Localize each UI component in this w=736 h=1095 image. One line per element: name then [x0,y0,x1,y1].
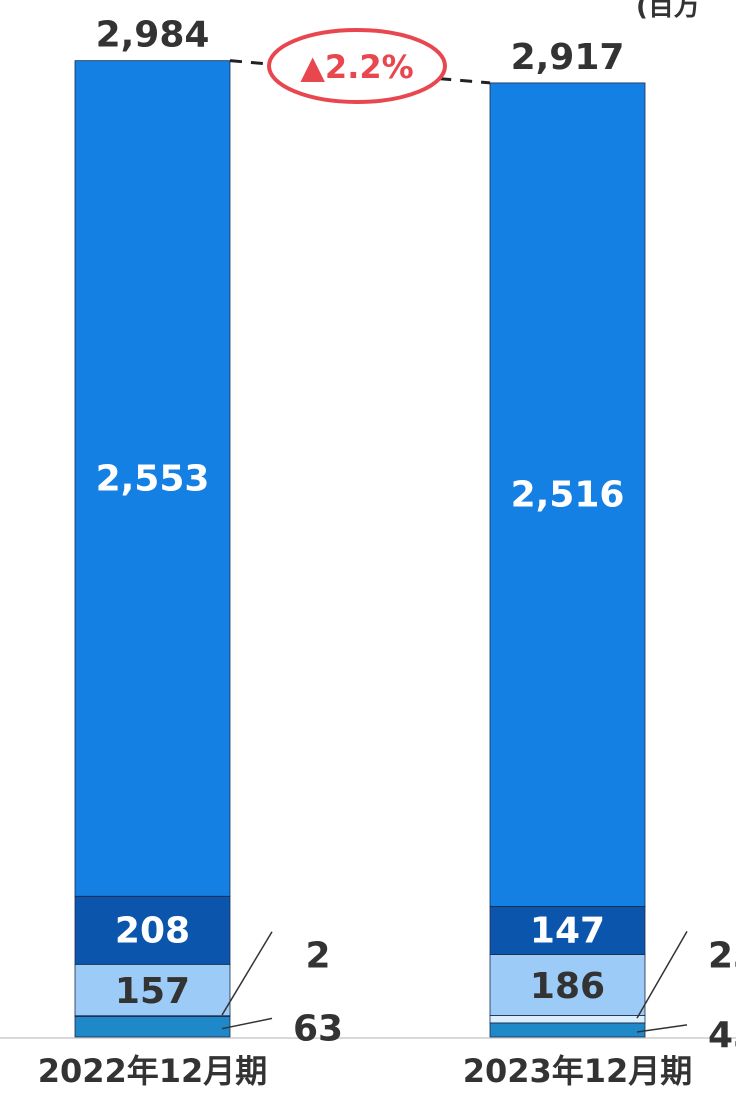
change-ellipse [267,28,447,104]
segment-label-1-4: 208 [115,910,190,951]
bar-segment-1-3 [74,963,231,1017]
bar-segment-1-1 [74,1015,231,1038]
leader-line-1-1 [221,1017,273,1030]
bar-segment-2-3 [489,954,646,1016]
leader-line-2-2 [636,931,688,1019]
segment-label-2-3: 186 [530,966,605,1007]
change-label: ▲2.2% [300,48,413,86]
segment-label-2-1: 43 [708,1015,736,1056]
segment-label-1-2: 2 [305,936,330,977]
bar-segment-1-5 [74,60,231,897]
total-label-1: 2,984 [96,15,210,56]
bar-segment-2-1 [489,1022,646,1038]
category-label-2: 2023年12月期 [463,1052,693,1090]
bar-segment-2-5 [489,82,646,907]
category-label-1: 2022年12月期 [38,1052,268,1090]
segment-label-2-4: 147 [530,910,605,951]
segment-label-1-5: 2,553 [96,458,210,499]
leader-line-1-2 [221,931,273,1016]
bar-segment-2-4 [489,906,646,955]
segment-label-1-1: 63 [293,1008,343,1049]
leader-line-2-1 [636,1024,688,1033]
unit-label: (百万 [636,0,700,22]
segment-label-1-3: 157 [115,971,190,1012]
segment-label-2-2: 23 [708,935,736,976]
bar-segment-2-2 [489,1014,646,1024]
segment-label-2-5: 2,516 [511,475,625,516]
total-label-2: 2,917 [511,37,625,78]
